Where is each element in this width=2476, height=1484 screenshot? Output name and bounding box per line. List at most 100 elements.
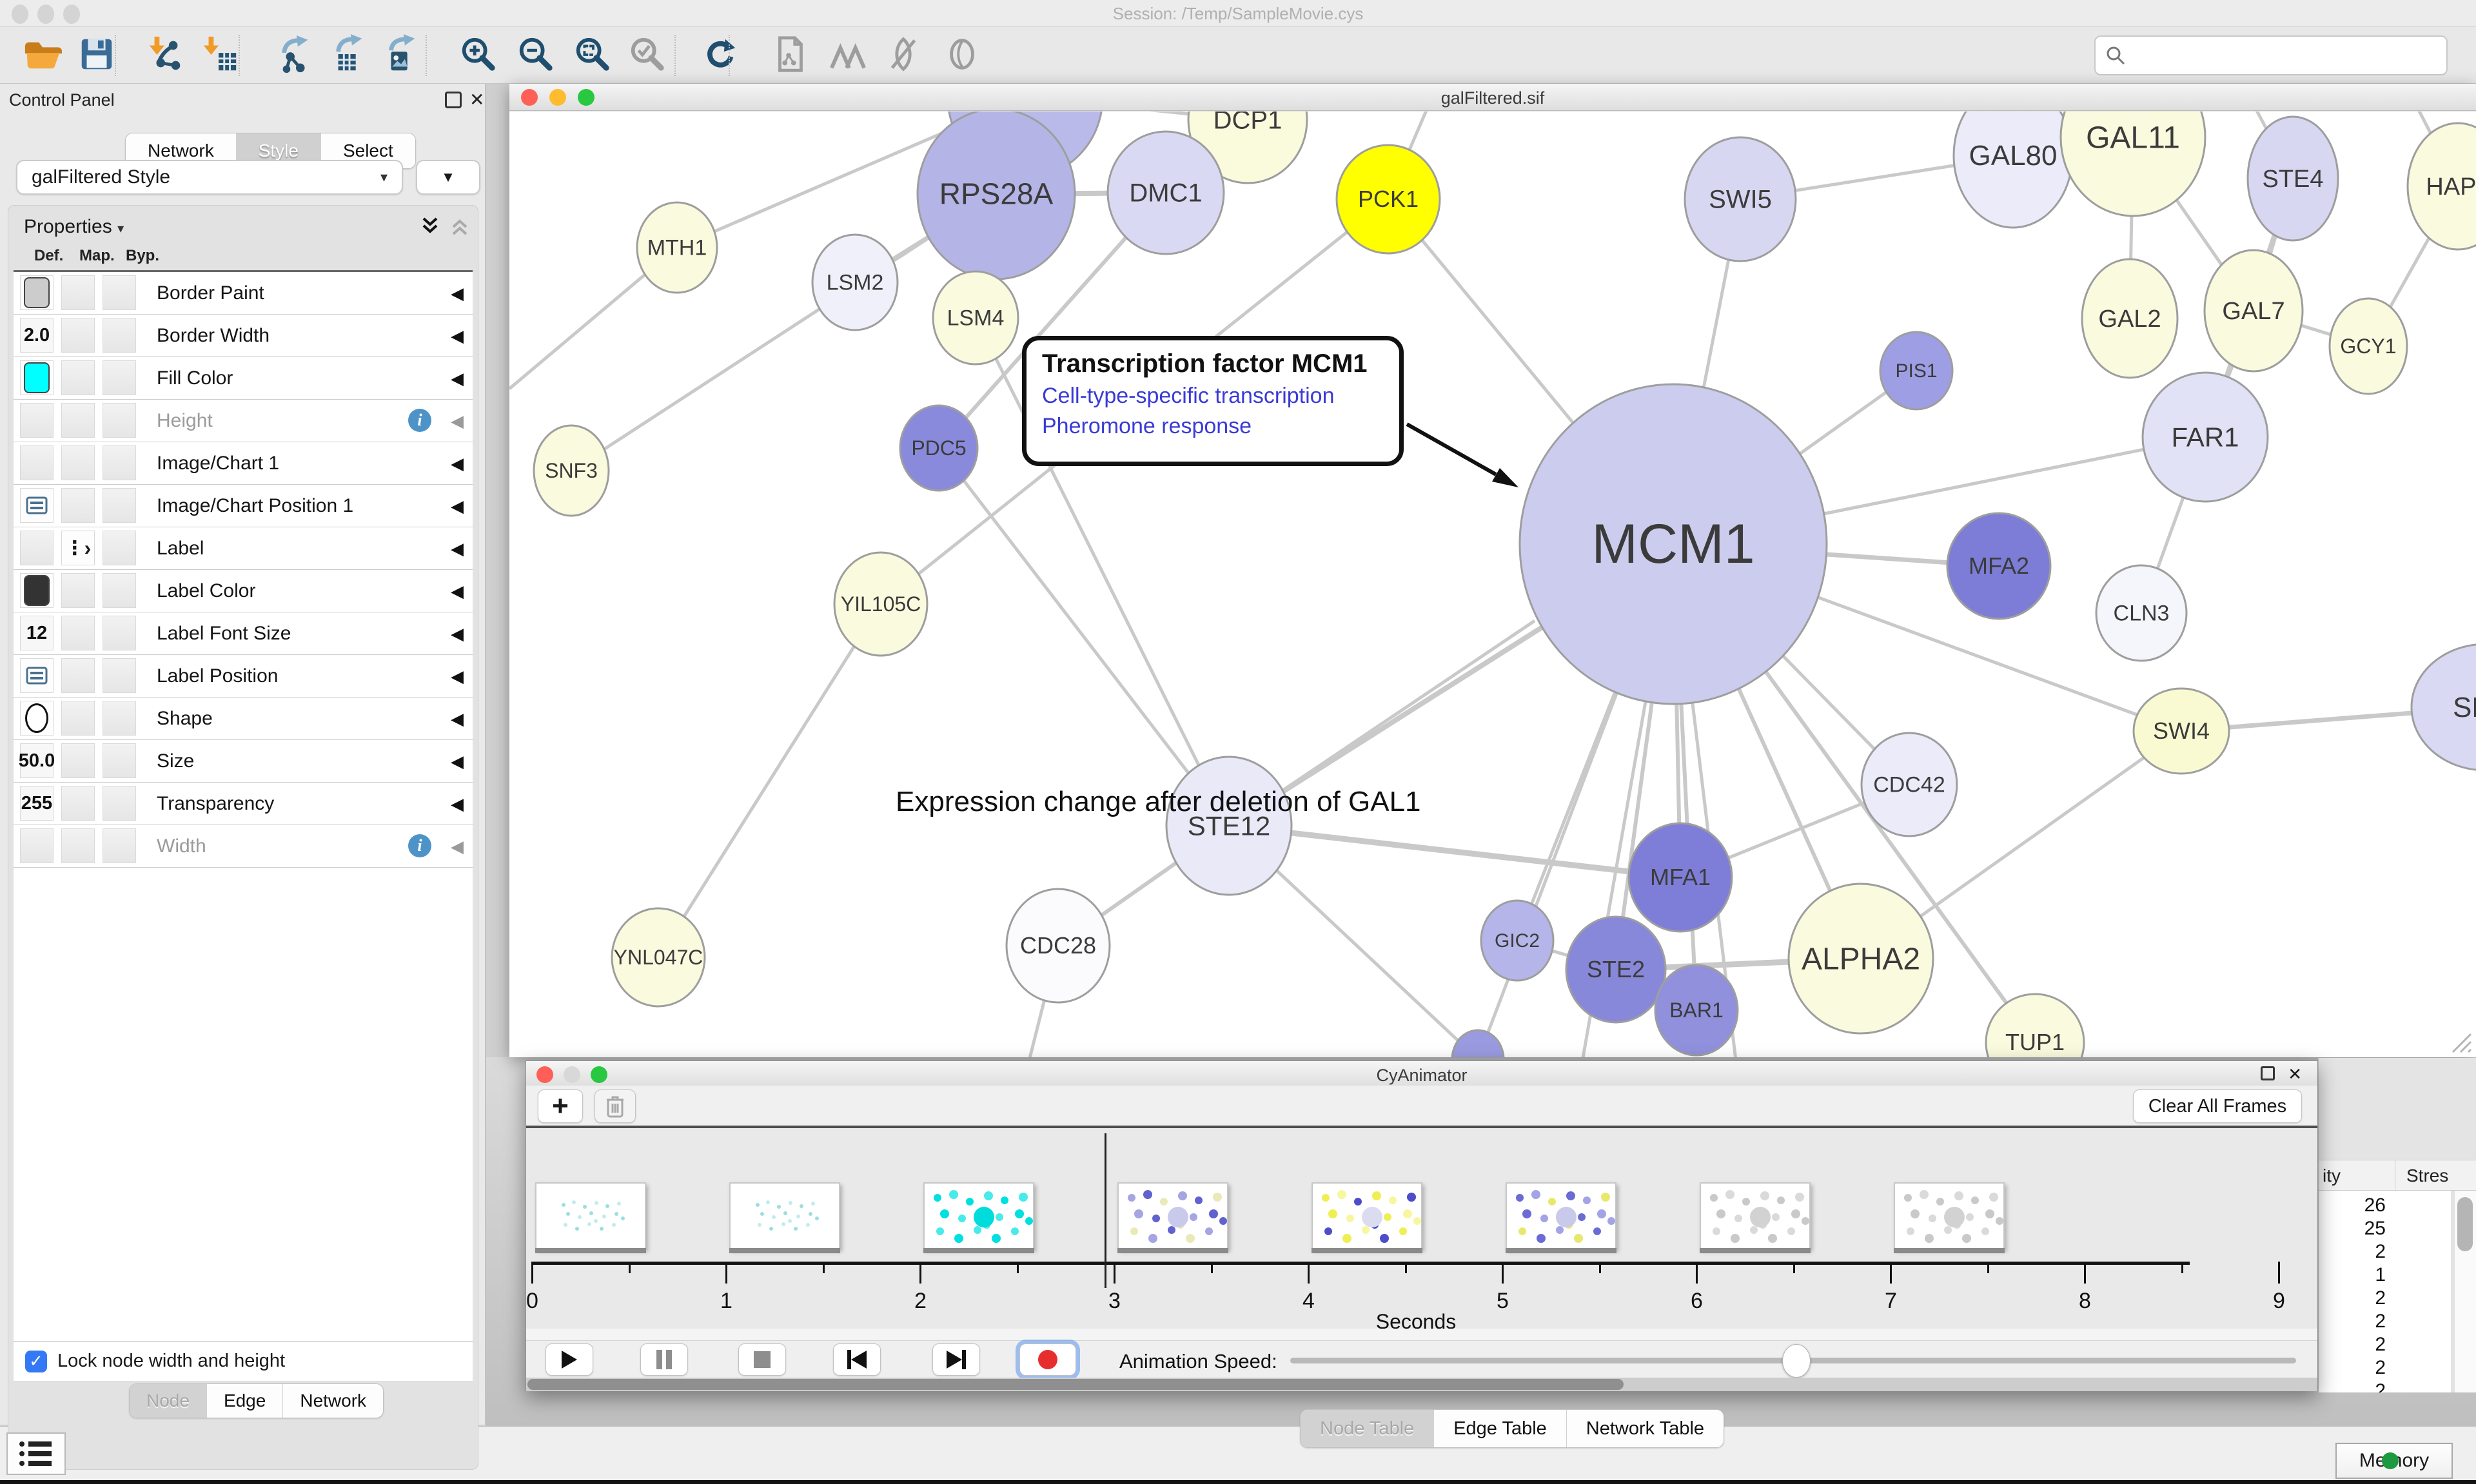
def-cell[interactable]: [20, 658, 54, 693]
expand-all-icon[interactable]: [418, 215, 442, 238]
network-edge[interactable]: [570, 192, 997, 473]
byp-cell[interactable]: [103, 318, 136, 353]
clear-all-frames-button[interactable]: Clear All Frames: [2133, 1089, 2302, 1123]
window-zoom-icon[interactable]: [63, 5, 80, 24]
byp-cell[interactable]: [103, 701, 136, 736]
record-button[interactable]: [1019, 1343, 1076, 1376]
def-cell[interactable]: [20, 531, 54, 565]
delete-frame-button[interactable]: [594, 1089, 636, 1123]
table-cell[interactable]: 2: [2375, 1380, 2386, 1392]
byp-cell[interactable]: [103, 743, 136, 778]
frame-thumbnail-5[interactable]: [1506, 1182, 1616, 1253]
network-node-TUP1[interactable]: TUP1: [1985, 993, 2085, 1057]
network-node-RPS28A[interactable]: RPS28A: [916, 112, 1076, 280]
open-session-button[interactable]: [15, 30, 70, 81]
frame-thumbnail-2[interactable]: [923, 1182, 1034, 1253]
network-canvas[interactable]: RPS28B RPS28A DCP1 DMC1 PCK1 MTH1 LSM2 LSM4 SNF3…: [509, 111, 2476, 1057]
go-to-start-button[interactable]: [833, 1343, 881, 1376]
map-cell[interactable]: [61, 743, 95, 778]
frame-thumbnail-1[interactable]: [729, 1182, 840, 1253]
expand-property-icon[interactable]: ◀: [451, 326, 464, 346]
network-node-PCK1[interactable]: PCK1: [1335, 144, 1441, 255]
minimize-window-icon[interactable]: [549, 89, 566, 106]
network-node-YIL105C[interactable]: YIL105C: [833, 551, 928, 657]
add-frame-button[interactable]: +: [538, 1089, 583, 1123]
network-node-SWI4[interactable]: SWI4: [2132, 687, 2230, 775]
def-cell[interactable]: 12: [20, 616, 54, 650]
network-node-FAR1[interactable]: FAR1: [2141, 371, 2269, 503]
expand-property-icon[interactable]: ◀: [451, 369, 464, 388]
network-node-ALPHA2[interactable]: ALPHA2: [1787, 883, 1934, 1035]
tab-network-style[interactable]: Network: [283, 1384, 384, 1418]
table-cell[interactable]: 2: [2375, 1241, 2386, 1262]
hide-selected-button[interactable]: [876, 30, 930, 81]
map-cell[interactable]: [61, 786, 95, 821]
byp-cell[interactable]: [103, 403, 136, 438]
expand-property-icon[interactable]: ◀: [451, 752, 464, 771]
tab-node-table[interactable]: Node Table: [1301, 1410, 1435, 1447]
expand-property-icon[interactable]: ◀: [451, 411, 464, 431]
expand-property-icon[interactable]: ◀: [451, 667, 464, 686]
byp-cell[interactable]: [103, 616, 136, 650]
def-cell[interactable]: [20, 403, 54, 438]
zoom-window-icon[interactable]: [591, 1066, 607, 1083]
expand-property-icon[interactable]: ◀: [451, 581, 464, 601]
map-cell[interactable]: [61, 658, 95, 693]
network-node-PIS1[interactable]: PIS1: [1879, 331, 1954, 411]
def-cell[interactable]: [20, 573, 54, 608]
table-cell[interactable]: 25: [2364, 1218, 2386, 1239]
tab-edge[interactable]: Edge: [206, 1384, 284, 1418]
network-node-PDC5[interactable]: PDC5: [899, 404, 979, 492]
table-cell[interactable]: 2: [2375, 1334, 2386, 1355]
zoom-selected-button[interactable]: [620, 30, 674, 81]
go-to-end-button[interactable]: [932, 1343, 980, 1376]
expand-property-icon[interactable]: ◀: [451, 496, 464, 516]
network-node-MCM1[interactable]: MCM1: [1518, 383, 1828, 705]
import-table-button[interactable]: [193, 30, 247, 81]
close-window-icon[interactable]: [521, 89, 538, 106]
expand-property-icon[interactable]: ◀: [451, 539, 464, 558]
map-cell[interactable]: [61, 616, 95, 650]
window-close-icon[interactable]: [12, 5, 28, 24]
network-edge[interactable]: [1406, 422, 1497, 476]
play-button[interactable]: [545, 1343, 593, 1376]
refresh-button[interactable]: [693, 30, 747, 81]
style-selector-dropdown[interactable]: galFiltered Style ▾: [16, 160, 403, 195]
export-network-button[interactable]: [268, 30, 322, 81]
byp-cell[interactable]: [103, 531, 136, 565]
byp-cell[interactable]: [103, 828, 136, 863]
def-cell[interactable]: [20, 488, 54, 523]
expand-property-icon[interactable]: ◀: [451, 794, 464, 814]
network-window-titlebar[interactable]: galFiltered.sif: [509, 84, 2476, 111]
frame-thumbnail-7[interactable]: [1894, 1182, 2005, 1253]
collapse-all-icon[interactable]: [448, 215, 471, 238]
duplicate-network-button[interactable]: [763, 30, 817, 81]
show-panels-button[interactable]: [6, 1432, 66, 1475]
byp-cell[interactable]: [103, 445, 136, 480]
annotation-link-2[interactable]: Pheromone response: [1042, 414, 1252, 438]
zoom-window-icon[interactable]: [578, 89, 594, 106]
network-node-SWI5[interactable]: SWI5: [1684, 136, 1797, 262]
stop-button[interactable]: [738, 1343, 786, 1376]
network-node-STE2[interactable]: STE2: [1565, 915, 1667, 1024]
network-edge[interactable]: [938, 447, 1230, 827]
float-panel-icon[interactable]: [445, 92, 462, 108]
properties-header[interactable]: Properties ▾: [24, 216, 124, 237]
network-node-STE12[interactable]: STE12: [1165, 756, 1293, 896]
network-edge[interactable]: [974, 317, 1231, 827]
first-neighbors-button[interactable]: [821, 30, 875, 81]
def-cell[interactable]: 50.0: [19, 743, 55, 778]
network-node-STE4[interactable]: STE4: [2246, 115, 2339, 242]
zoom-in-button[interactable]: [451, 30, 506, 81]
zoom-fit-button[interactable]: [565, 30, 620, 81]
tab-edge-table[interactable]: Edge Table: [1434, 1410, 1567, 1447]
table-scrollbar[interactable]: [2454, 1191, 2476, 1392]
network-node-DMC1[interactable]: DMC1: [1106, 130, 1225, 255]
float-panel-icon[interactable]: [2261, 1066, 2275, 1080]
network-node-CLN3[interactable]: CLN3: [2095, 564, 2188, 662]
tab-node[interactable]: Node: [130, 1384, 207, 1418]
network-node-LSM4[interactable]: LSM4: [932, 270, 1019, 366]
network-node-HAP2[interactable]: HAP2: [2406, 122, 2476, 251]
playhead[interactable]: [1105, 1133, 1106, 1288]
byp-cell[interactable]: [103, 658, 136, 693]
